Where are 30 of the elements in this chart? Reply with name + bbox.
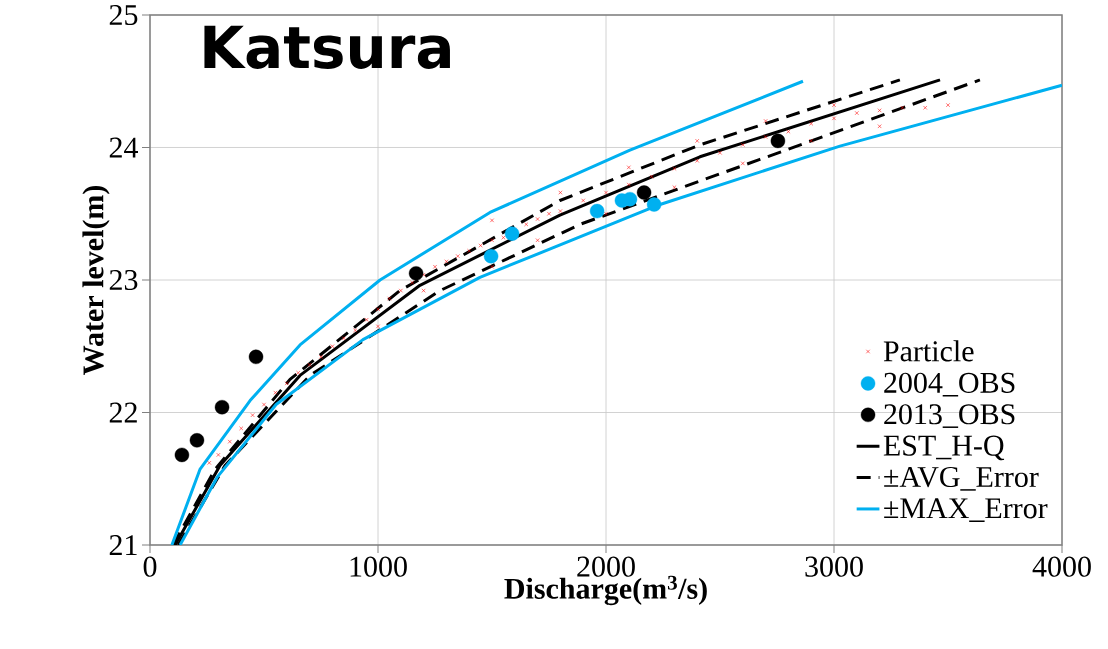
legend-label: EST_H-Q — [883, 435, 1005, 461]
y-tick-label: 21 — [109, 535, 137, 555]
point — [189, 433, 205, 448]
x-tick-label: 2000 — [577, 556, 635, 577]
y-tick-label: 24 — [109, 137, 139, 158]
x-axis-title: Discharge(m$^{3}$/s) — [504, 575, 707, 606]
point — [408, 266, 424, 281]
point — [770, 133, 786, 149]
point — [483, 248, 499, 264]
y-axis-title: Water level(m) — [82, 185, 110, 375]
legend-label: ±AVG_Error — [884, 466, 1039, 491]
y-tick-label: 25 — [109, 4, 138, 26]
x-tick-label: 1000 — [350, 556, 407, 577]
y-tick-label: 23 — [109, 269, 138, 291]
point — [646, 197, 662, 212]
point — [174, 447, 190, 463]
legend-label: Particle — [883, 340, 974, 362]
y-tick-label: 22 — [109, 402, 137, 423]
legend-label: 2004_OBS — [884, 372, 1015, 397]
point — [214, 400, 230, 415]
chart-title: Katsura — [204, 25, 450, 69]
x-tick-label: 3000 — [805, 556, 863, 577]
legend-label: 2013_OBS — [884, 404, 1015, 428]
x-tick-label: 0 — [143, 556, 157, 577]
point — [248, 349, 264, 365]
x-tick-label: 4000 — [1032, 556, 1091, 577]
point — [636, 185, 652, 200]
point — [589, 203, 605, 219]
point — [504, 226, 520, 241]
legend-label: ±MAX_Error — [884, 498, 1048, 522]
